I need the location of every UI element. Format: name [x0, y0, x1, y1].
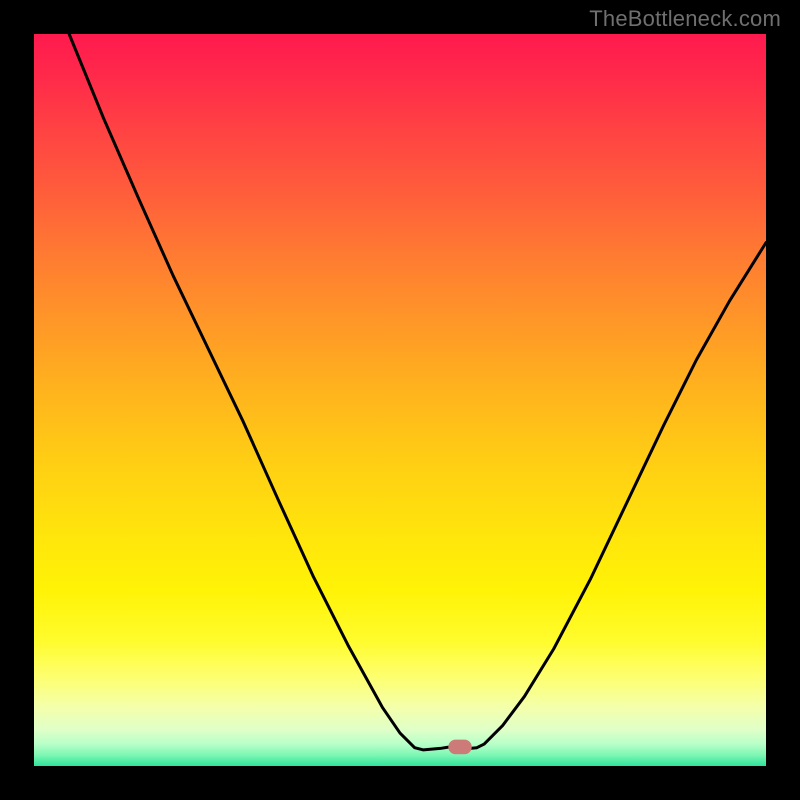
chart-plot: [0, 0, 800, 800]
min-marker: [448, 740, 471, 755]
plot-background: [34, 34, 766, 766]
chart-frame: TheBottleneck.com: [0, 0, 800, 800]
